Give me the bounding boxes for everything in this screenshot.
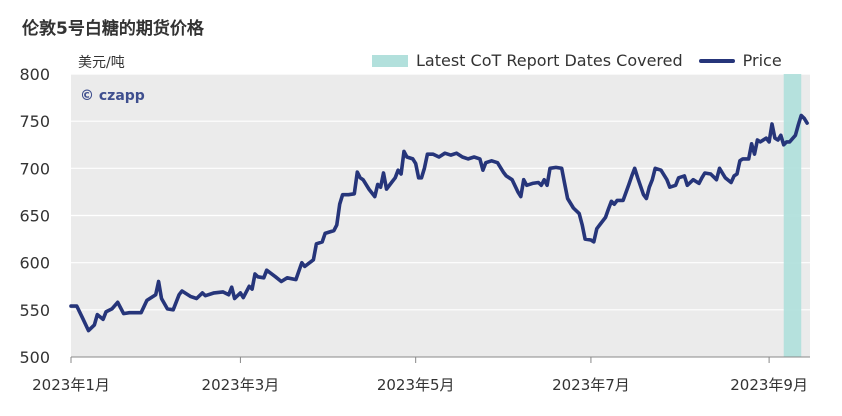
legend-item-cot: Latest CoT Report Dates Covered <box>372 51 683 70</box>
legend-item-price: Price <box>698 51 782 70</box>
x-tick-label-3: 2023年7月 <box>552 376 630 394</box>
legend-swatch-line <box>698 58 735 63</box>
series-line-price <box>69 113 809 333</box>
legend-label-cot: Latest CoT Report Dates Covered <box>416 51 683 70</box>
x-tick-label-4: 2023年9月 <box>730 376 808 394</box>
y-tick-label-600: 600 <box>19 254 50 273</box>
y-tick-label-800: 800 <box>19 65 50 84</box>
x-tick-label-1: 2023年3月 <box>202 376 280 394</box>
legend-label-price: Price <box>742 51 782 70</box>
y-tick-label-700: 700 <box>19 159 50 178</box>
y-tick-label-750: 750 <box>19 112 50 131</box>
y-tick-label-500: 500 <box>19 348 50 367</box>
y-axis-unit-label: 美元/吨 <box>78 55 125 71</box>
x-tick-label-0: 2023年1月 <box>32 376 110 394</box>
y-tick-label-550: 550 <box>19 301 50 320</box>
x-tick-label-2: 2023年5月 <box>377 376 455 394</box>
chart-title: 伦敦5号白糖的期货价格 <box>22 19 204 39</box>
legend: Latest CoT Report Dates Covered Price <box>372 51 798 70</box>
legend-swatch-band <box>372 54 408 67</box>
y-tick-label-650: 650 <box>19 207 50 226</box>
cot-highlight-band <box>783 74 802 357</box>
czapp-logo: © czapp <box>80 88 145 104</box>
